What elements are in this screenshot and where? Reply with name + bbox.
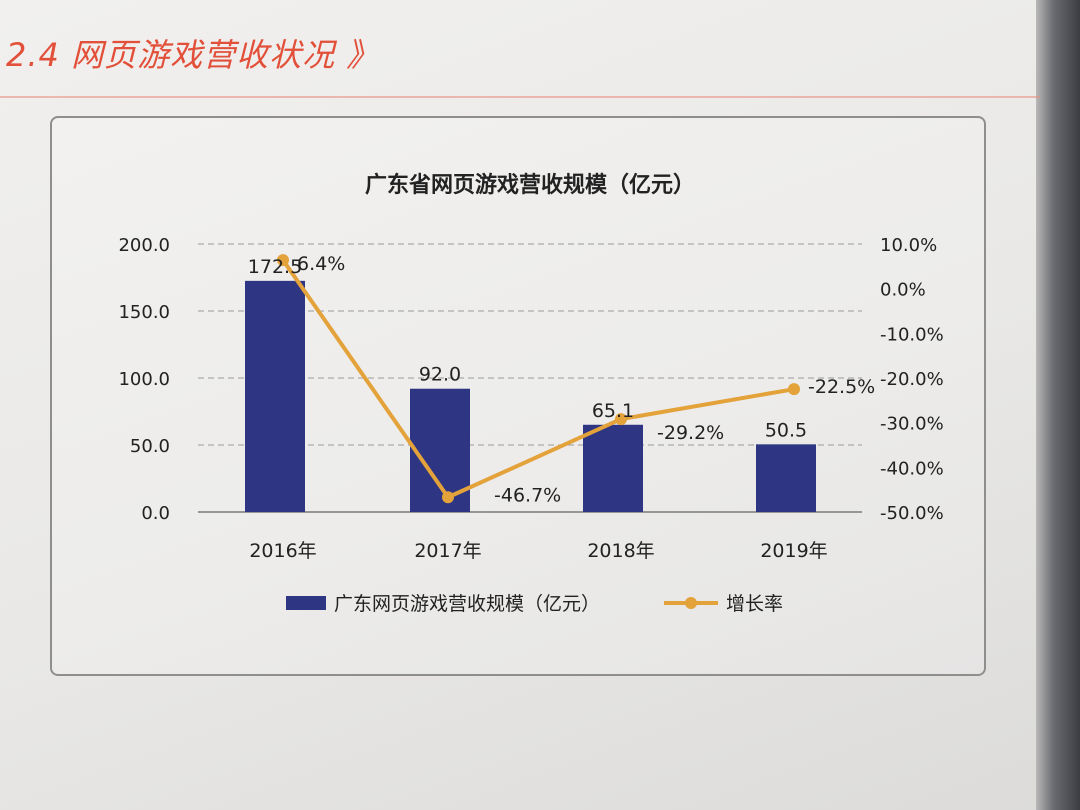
y-axis-left: 0.0 50.0 100.0 150.0 200.0 xyxy=(118,235,170,524)
growth-value-label: 6.4% xyxy=(297,253,345,275)
chart-frame xyxy=(50,116,986,676)
data-labels: 172.5 92.0 65.1 50.5 6.4% -46.7% -29.2% -22.5% xyxy=(248,253,875,506)
bar xyxy=(583,424,643,512)
line-point xyxy=(615,413,627,426)
growth-value-label: -29.2% xyxy=(657,422,724,444)
section-heading: 2.4 网页游戏营收状况 》 xyxy=(6,36,380,74)
bar-series xyxy=(245,280,816,512)
legend-swatch-marker xyxy=(685,597,697,609)
line-point xyxy=(442,491,454,504)
y-axis-right: -50.0% -40.0% -30.0% -20.0% -10.0% 0.0% 10.0% xyxy=(880,235,944,524)
legend: 广东网页游戏营收规模（亿元） 增长率 xyxy=(286,593,783,615)
bar-value-label: 172.5 xyxy=(248,256,302,278)
x-axis: 2016年 2017年 2018年 2019年 xyxy=(249,540,827,562)
x-tick-label: 2017年 xyxy=(414,540,481,562)
x-tick-label: 2016年 xyxy=(249,540,316,562)
grid xyxy=(198,243,862,513)
y-left-tick-label: 0.0 xyxy=(141,503,170,524)
chart-title: 广东省网页游戏营收规模（亿元） xyxy=(365,172,695,198)
growth-line xyxy=(281,258,795,500)
bar xyxy=(756,444,816,512)
legend-label-bar: 广东网页游戏营收规模（亿元） xyxy=(334,593,600,615)
y-right-tick-label: -30.0% xyxy=(880,414,944,435)
growth-value-label: -46.7% xyxy=(494,484,561,506)
line-point xyxy=(277,254,289,267)
bar-value-label: 50.5 xyxy=(765,419,807,441)
line-point xyxy=(788,383,800,396)
line-series xyxy=(277,254,800,504)
page-edge-shadow xyxy=(1036,0,1080,810)
y-left-tick-label: 150.0 xyxy=(118,302,170,323)
y-left-tick-label: 200.0 xyxy=(118,235,170,256)
growth-value-label: -22.5% xyxy=(808,376,875,398)
bar-value-label: 65.1 xyxy=(592,400,634,422)
y-right-tick-label: -40.0% xyxy=(880,458,944,479)
y-right-tick-label: -10.0% xyxy=(880,324,944,345)
y-right-tick-label: 10.0% xyxy=(880,235,937,256)
bar-value-label: 92.0 xyxy=(419,364,461,386)
bar xyxy=(245,280,305,512)
legend-swatch-bar xyxy=(286,596,326,610)
y-right-tick-label: -50.0% xyxy=(880,503,944,524)
legend-label-line: 增长率 xyxy=(726,593,783,615)
y-left-tick-label: 50.0 xyxy=(130,436,170,457)
y-left-tick-label: 100.0 xyxy=(118,369,170,390)
x-tick-label: 2018年 xyxy=(587,540,654,562)
y-right-tick-label: -20.0% xyxy=(880,369,944,390)
y-right-tick-label: 0.0% xyxy=(880,280,926,301)
x-tick-label: 2019年 xyxy=(760,540,827,562)
heading-rule xyxy=(0,96,1040,98)
